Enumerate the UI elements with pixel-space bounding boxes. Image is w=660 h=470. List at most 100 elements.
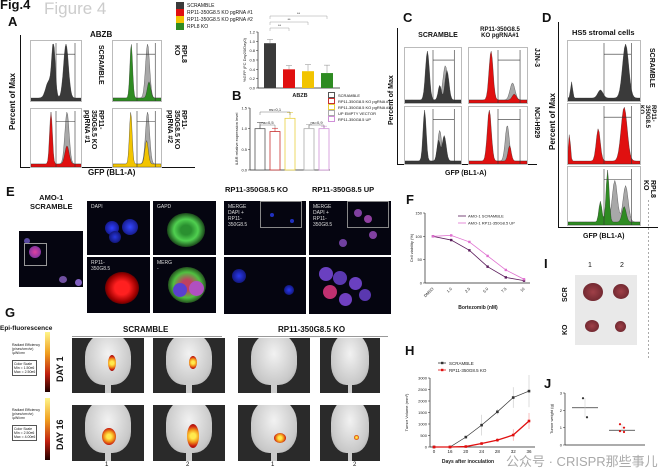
legend-label: RP11-350G8.5 KO pgRNA #1 bbox=[187, 9, 253, 16]
data-point bbox=[504, 268, 507, 272]
data-point bbox=[522, 278, 526, 281]
color-scale-bar-day1 bbox=[45, 332, 50, 392]
row-day16: DAY 16 bbox=[55, 419, 65, 450]
legend-label: AMO-1 SCRAMBLE bbox=[468, 214, 504, 219]
legend-swatch bbox=[328, 98, 335, 104]
panel-label-i: I bbox=[544, 256, 548, 271]
panel-i-row-scr: SCR bbox=[562, 287, 569, 302]
mouse-body bbox=[330, 405, 370, 453]
data-point bbox=[618, 430, 622, 433]
micro-overview bbox=[18, 230, 84, 288]
series-line bbox=[432, 234, 525, 280]
significance-label: ** bbox=[297, 11, 301, 16]
significance-bracket bbox=[308, 124, 325, 128]
histogram-label: RP11- 350G8.5 KO pgRNA #2 bbox=[166, 110, 187, 150]
panel-e-ko-label: RP11-350G8.5 KO bbox=[225, 185, 288, 194]
histogram-pgrna1 bbox=[30, 108, 82, 168]
y-axis-label: Cell viability (%) bbox=[409, 233, 414, 262]
y-tick-label: 100 bbox=[415, 234, 422, 239]
y-tick-label: 50 bbox=[418, 257, 423, 262]
legend-label: AMO-1 RP11-350G8.5 UP bbox=[468, 221, 515, 226]
x-tick-label: 20 bbox=[463, 449, 469, 454]
panel-j-dot-plot: 0 1 2 3 Tumor weight (g) bbox=[549, 391, 645, 448]
bar bbox=[302, 71, 314, 88]
data-point bbox=[464, 445, 468, 448]
x-tick-label: 28 bbox=[495, 449, 501, 454]
significance-label: ns=0,5 bbox=[261, 120, 274, 125]
panel-label-g: G bbox=[5, 305, 16, 320]
group-ko-line bbox=[238, 336, 388, 337]
histogram-label: RPL8 KO bbox=[173, 45, 187, 63]
x-tick-label: 36 bbox=[526, 449, 532, 454]
panel-b-legend: SCRAMBLE RP11-350G8.5 KO pgRNA #1 RP11-350… bbox=[328, 92, 391, 122]
y-tick-label: 1.2 bbox=[249, 30, 255, 35]
y-tick-label: 1.5 bbox=[241, 106, 247, 111]
histogram-sample bbox=[112, 44, 162, 102]
fluorescence-signal bbox=[186, 424, 199, 449]
mouse-number: 2 bbox=[186, 462, 190, 468]
data-point bbox=[585, 416, 589, 419]
panel-d-ylabel: Percent of Max bbox=[548, 93, 557, 150]
data-point bbox=[511, 396, 515, 399]
histogram-sample bbox=[30, 111, 82, 168]
legend-swatch bbox=[328, 110, 335, 116]
fluorescence-signal bbox=[188, 355, 197, 369]
mouse-number: 1 bbox=[271, 462, 275, 468]
legend-swatch bbox=[176, 16, 184, 23]
histogram-sample bbox=[567, 106, 641, 165]
panel-c-row-jjn3: JJN-3 bbox=[533, 48, 540, 68]
data-point bbox=[486, 254, 489, 258]
significance-label: ** bbox=[278, 23, 282, 28]
panel-c-ylabel: Percent of Max bbox=[388, 75, 395, 125]
mouse-image bbox=[238, 405, 310, 461]
panel-c-y-axis bbox=[397, 28, 398, 164]
panel-i-row-ko: KO bbox=[562, 324, 569, 336]
x-tick-label: 0 bbox=[433, 449, 436, 454]
caption-merge-ko: MERGE DAPI + RP11- 350G8.5 bbox=[228, 204, 248, 228]
panel-label-f: F bbox=[406, 192, 414, 207]
x-tick-label: 7.5 bbox=[500, 286, 508, 294]
mouse-body bbox=[330, 338, 370, 385]
panel-a-legend: SCRAMBLE RP11-350G8.5 KO pgRNA #1 RP11-350… bbox=[176, 2, 253, 30]
panel-a-x-axis bbox=[20, 167, 195, 168]
micro-rp11: RP11- 350G8.5 bbox=[86, 256, 151, 314]
bar bbox=[269, 131, 281, 171]
histogram-rpl8-ko bbox=[112, 40, 162, 102]
legend-label: RP11-350G8.5 KO pgRNA #2 bbox=[187, 16, 253, 23]
group-scramble-line bbox=[72, 336, 222, 337]
legend-marker bbox=[441, 361, 444, 365]
y-tick-label: 1.0 bbox=[241, 126, 247, 131]
y-tick-label: 0.2 bbox=[249, 76, 255, 81]
panel-a-y-axis bbox=[20, 35, 21, 168]
ghost-title: Figure 4 bbox=[44, 0, 107, 18]
histogram-label: RP11- 350G8.5 KO pgRNA #1 bbox=[83, 110, 104, 150]
histogram-sample bbox=[567, 43, 641, 102]
histogram-sample bbox=[404, 50, 462, 104]
legend-label: UP EMPTY VECTOR bbox=[338, 110, 377, 116]
micro-ko-merge: MERGE DAPI + RP11- 350G8.5 bbox=[223, 200, 307, 256]
caption-merg: MERG - bbox=[157, 260, 172, 272]
mouse-tail bbox=[347, 382, 353, 393]
group-scramble: SCRAMBLE bbox=[123, 325, 169, 334]
data-point bbox=[486, 265, 489, 268]
data-point bbox=[527, 389, 531, 393]
legend-item: RP11-350G8.5 UP bbox=[328, 116, 391, 122]
micro-gapd: GAPD bbox=[152, 200, 217, 256]
panel-d-y-axis bbox=[558, 22, 559, 227]
mouse-tail bbox=[105, 382, 111, 393]
panel-a-xlabel: GFP (BL1-A) bbox=[88, 168, 136, 177]
histogram-label: SCRAMBLE bbox=[97, 45, 104, 85]
histogram-scramble bbox=[30, 40, 82, 102]
legend-swatch bbox=[176, 23, 184, 30]
legend-label: RP11-350G8.5 KO pgRNA #1 bbox=[338, 98, 391, 104]
histogram-sample bbox=[112, 112, 162, 168]
data-point bbox=[496, 438, 499, 442]
data-point bbox=[450, 238, 453, 242]
mouse-image bbox=[238, 338, 310, 393]
y-axis-label: ILBR relative expression level bbox=[234, 113, 239, 166]
panel-a-title: ABZB bbox=[90, 30, 113, 39]
scale-unit-day1: Radiant Efficiency (p/sec/cm²/sr) /µW/cm… bbox=[12, 343, 40, 355]
y-tick-label: 1 bbox=[560, 425, 563, 430]
mouse-tail bbox=[186, 382, 192, 393]
